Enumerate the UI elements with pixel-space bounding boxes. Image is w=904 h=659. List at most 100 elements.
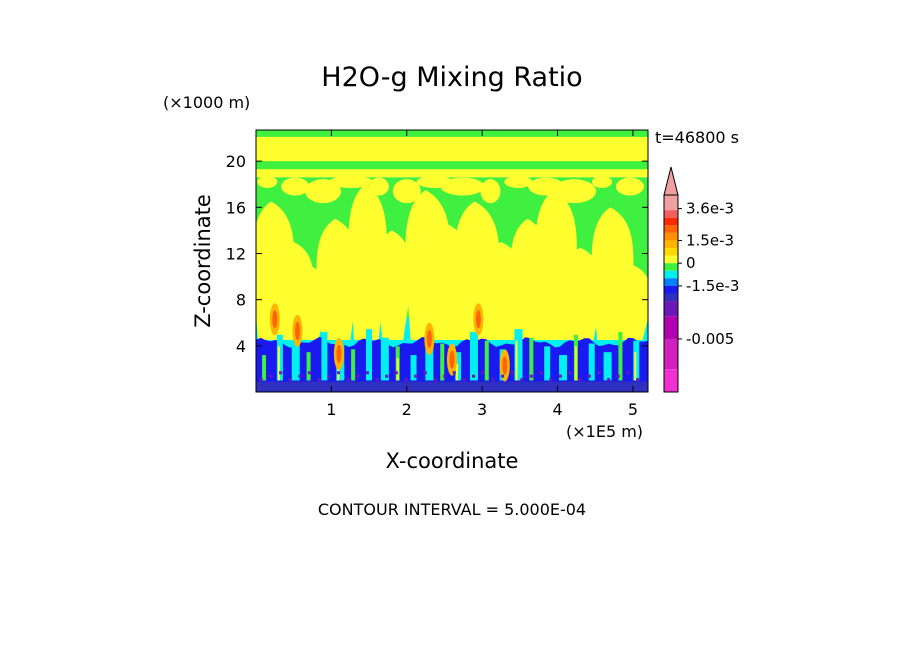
surface-speckle — [356, 374, 360, 378]
x-tick-label: 4 — [552, 400, 562, 419]
plume-core-inner-7 — [426, 329, 432, 348]
surface-speckle — [529, 374, 533, 378]
y-tick-label: 12 — [226, 244, 246, 263]
x-axis-label: X-coordinate — [386, 449, 519, 473]
colorbar-labels: 3.6e-3 1.5e-3 0 -1.5e-3 -0.005 — [678, 200, 739, 348]
x-tick-label: 1 — [326, 400, 336, 419]
surface-speckle — [308, 371, 312, 375]
surface-speckle — [279, 371, 283, 375]
y-axis-label: Z-coordinate — [191, 194, 215, 328]
boundary-column — [425, 334, 434, 381]
colorbar-band — [664, 316, 678, 339]
boundary-column — [291, 343, 300, 381]
contour-interval-text: CONTOUR INTERVAL = 5.000E-04 — [318, 500, 586, 519]
surface-speckle — [443, 374, 447, 378]
plume-core-inner-10 — [502, 356, 508, 375]
surface-speckle — [558, 374, 562, 378]
plume-15 — [619, 265, 648, 341]
plume-6 — [376, 230, 412, 341]
boundary-column — [484, 340, 489, 381]
surface-speckle — [481, 371, 485, 375]
colorbar-band — [664, 232, 678, 241]
boundary-column — [529, 337, 534, 381]
surface-speckle — [346, 378, 350, 382]
colorbar-band — [664, 369, 678, 392]
upper-yellow-patch — [480, 179, 501, 204]
surface-speckle — [385, 374, 389, 378]
colorbar-label: -0.005 — [686, 330, 734, 348]
boundary-column — [351, 349, 356, 381]
surface-speckle — [491, 378, 495, 382]
surface-speckle — [472, 374, 476, 378]
surface-speckle — [636, 378, 640, 382]
surface-speckle — [288, 378, 292, 382]
surface-speckle — [365, 371, 369, 375]
upper-green-streak — [256, 130, 648, 137]
x-tick-label: 5 — [628, 400, 638, 419]
y-unit-label: (×1000 m) — [163, 93, 250, 112]
colorbar-band — [664, 338, 678, 370]
colorbar-arrow — [663, 166, 679, 196]
surface-speckle — [414, 374, 418, 378]
colorbar-band — [664, 301, 678, 317]
surface-speckle — [259, 378, 263, 382]
colorbar — [663, 166, 679, 393]
upper-yellow-patch — [328, 175, 373, 188]
surface-speckle — [433, 378, 437, 382]
boundary-column-core — [396, 357, 399, 381]
upper-yellow-patch — [368, 177, 389, 196]
upper-yellow-patch — [392, 179, 421, 204]
upper-green-streak — [256, 161, 648, 170]
y-tick-label: 16 — [226, 198, 246, 217]
colorbar-label: 0 — [686, 254, 696, 272]
boundary-column — [588, 343, 595, 381]
boundary-column — [440, 343, 445, 381]
surface-speckle — [539, 371, 543, 375]
surface-speckle — [298, 374, 302, 378]
y-axis: 4 8 12 16 20 — [226, 152, 648, 356]
boundary-column — [321, 331, 328, 381]
time-label: t=46800 s — [655, 128, 739, 147]
surface-speckle — [394, 371, 398, 375]
colorbar-band — [664, 210, 678, 218]
plume-4 — [316, 218, 359, 341]
colorbar-band — [664, 278, 678, 286]
surface-speckle — [578, 378, 582, 382]
boundary-column-core — [277, 346, 280, 381]
plume-core-inner-2 — [294, 321, 300, 340]
surface-speckle — [510, 371, 514, 375]
x-tick-label: 3 — [477, 400, 487, 419]
surface-speckle — [568, 371, 572, 375]
colorbar-label: 1.5e-3 — [686, 231, 734, 249]
plume-core-inner-1 — [272, 310, 278, 329]
surface-layer — [256, 381, 648, 392]
boundary-column — [544, 346, 551, 381]
x-axis: 1 2 3 4 5 — [326, 130, 638, 419]
upper-yellow-patch — [592, 175, 613, 188]
surface-speckle — [597, 371, 601, 375]
surface-speckle — [375, 378, 379, 382]
colorbar-label: 3.6e-3 — [686, 200, 734, 218]
boundary-column — [469, 331, 478, 381]
plot-frame — [255, 129, 649, 393]
surface-speckle — [616, 374, 620, 378]
colorbar-band — [664, 263, 678, 271]
upper-yellow-patch — [281, 177, 310, 196]
colorbar-band — [664, 248, 678, 256]
y-tick-label: 8 — [236, 291, 246, 310]
surface-speckle — [404, 378, 408, 382]
surface-speckle — [423, 371, 427, 375]
upper-yellow-patch — [504, 175, 533, 188]
boundary-column — [306, 352, 311, 381]
surface-speckle — [520, 378, 524, 382]
upper-yellow-patch — [305, 179, 342, 204]
boundary-column-core — [634, 352, 637, 381]
boundary-column — [410, 355, 417, 381]
colorbar-band — [664, 240, 678, 249]
chart-title: H2O-g Mixing Ratio — [321, 62, 582, 93]
upper-yellow-patch — [552, 179, 597, 204]
colorbar-band — [664, 293, 678, 302]
colorbar-band — [664, 195, 678, 211]
surface-speckle — [607, 378, 611, 382]
